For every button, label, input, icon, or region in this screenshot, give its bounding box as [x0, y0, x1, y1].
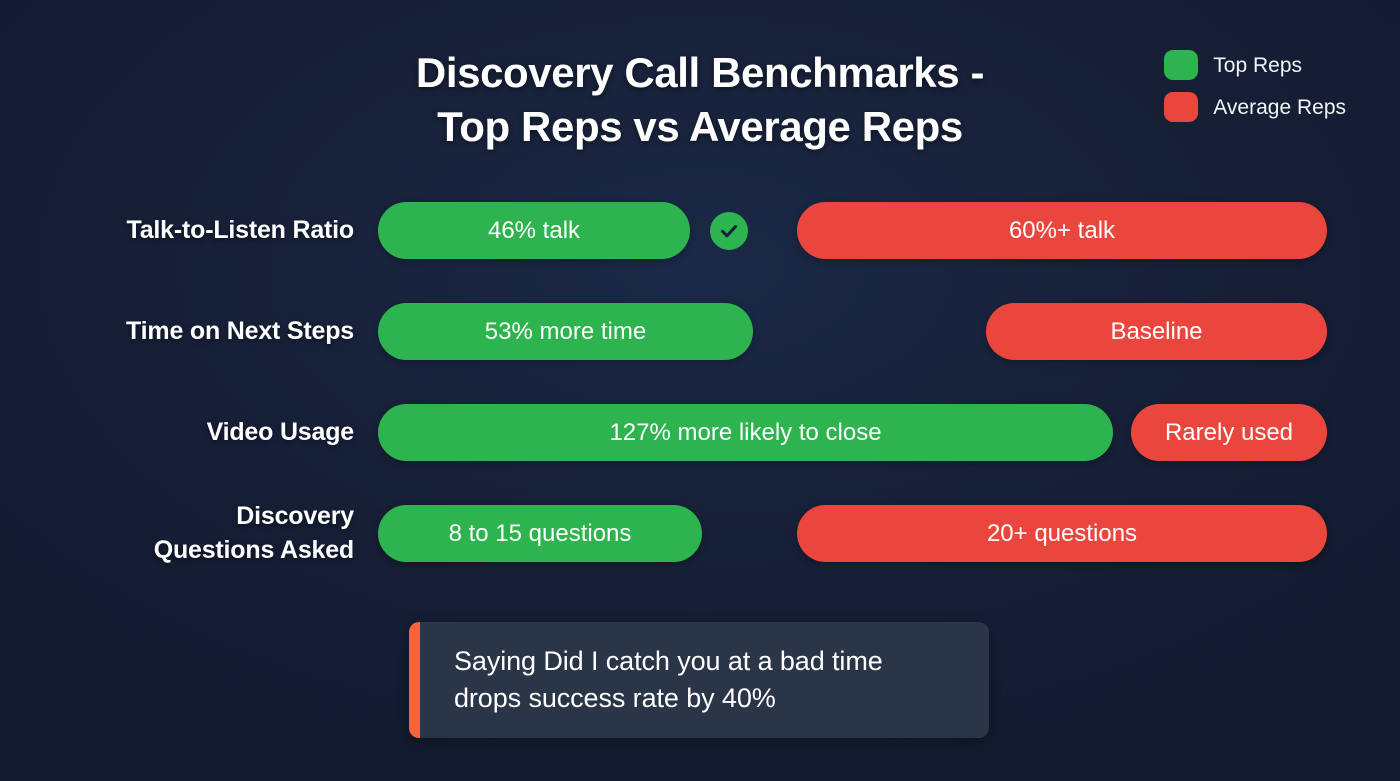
top-reps-pill-discovery-questions-asked: 8 to 15 questions: [378, 505, 702, 562]
average-reps-pill-discovery-questions-asked: 20+ questions: [797, 505, 1327, 562]
row-label-discovery-questions-asked: Discovery Questions Asked: [40, 483, 354, 584]
top-reps-pill-talk-to-listen-ratio: 46% talk: [378, 202, 690, 259]
callout-line-1: Saying Did I catch you at a bad time: [454, 645, 883, 676]
header: Discovery Call Benchmarks - Top Reps vs …: [0, 0, 1400, 180]
page-title: Discovery Call Benchmarks - Top Reps vs …: [180, 46, 1220, 154]
check-mark-icon: [710, 212, 748, 250]
row-label-time-on-next-steps: Time on Next Steps: [40, 281, 354, 382]
benchmark-row: Talk-to-Listen Ratio 46% talk 60%+ talk: [0, 180, 1400, 281]
callout-line-2: drops success rate by 40%: [454, 683, 776, 713]
legend-label-average-reps: Average Reps: [1213, 95, 1346, 119]
benchmark-row: Video Usage 127% more likely to close Ra…: [0, 382, 1400, 483]
green-square-swatch-icon: [1164, 50, 1199, 80]
title-line-2: Top Reps vs Average Reps: [437, 102, 963, 150]
legend-item-top-reps: Top Reps: [1164, 50, 1346, 80]
title-line-1: Discovery Call Benchmarks -: [415, 49, 985, 96]
row-label-line: Video Usage: [206, 417, 355, 446]
legend-label-top-reps: Top Reps: [1213, 53, 1303, 77]
callout-note: Saying Did I catch you at a bad time dro…: [409, 622, 989, 738]
benchmark-row: Time on Next Steps 53% more time Baselin…: [0, 281, 1400, 382]
average-reps-pill-time-on-next-steps: Baseline: [986, 303, 1327, 360]
top-reps-pill-time-on-next-steps: 53% more time: [378, 303, 753, 360]
top-reps-pill-video-usage: 127% more likely to close: [378, 404, 1113, 461]
legend: Top Reps Average Reps: [1164, 50, 1346, 122]
row-label-line: Questions Asked: [153, 535, 354, 564]
row-label-line: Talk-to-Listen Ratio: [126, 215, 355, 244]
benchmark-row: Discovery Questions Asked 8 to 15 questi…: [0, 483, 1400, 584]
benchmark-rows: Talk-to-Listen Ratio 46% talk 60%+ talk …: [0, 180, 1400, 584]
row-label-talk-to-listen-ratio: Talk-to-Listen Ratio: [40, 180, 355, 281]
callout-text: Saying Did I catch you at a bad time dro…: [420, 643, 903, 718]
row-label-line: Time on Next Steps: [126, 316, 354, 345]
average-reps-pill-talk-to-listen-ratio: 60%+ talk: [797, 202, 1327, 259]
legend-item-average-reps: Average Reps: [1164, 92, 1346, 122]
row-label-video-usage: Video Usage: [40, 382, 355, 483]
row-label-line: Discovery: [236, 501, 354, 530]
average-reps-pill-video-usage: Rarely used: [1131, 404, 1327, 461]
callout-accent-bar: [409, 622, 420, 738]
red-square-swatch-icon: [1164, 92, 1199, 122]
